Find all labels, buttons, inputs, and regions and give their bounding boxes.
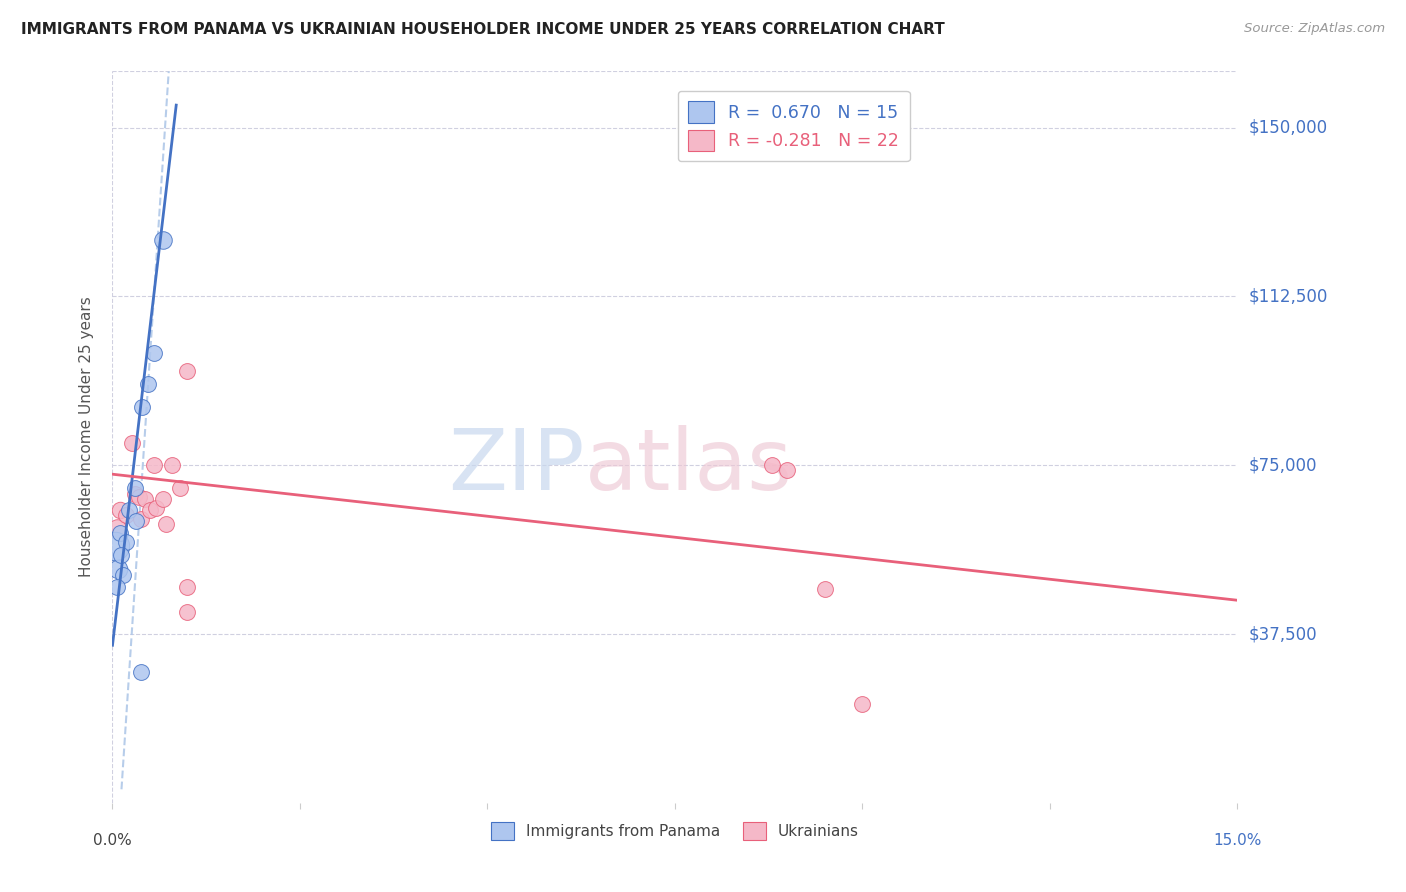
Point	[124, 487, 146, 501]
Point	[176, 605, 198, 619]
Legend: Immigrants from Panama, Ukrainians: Immigrants from Panama, Ukrainians	[485, 815, 865, 847]
Point	[128, 490, 150, 504]
Point	[131, 400, 153, 414]
Point	[108, 525, 131, 540]
Point	[162, 458, 184, 473]
Point	[111, 568, 134, 582]
Point	[152, 233, 174, 247]
Point	[138, 377, 160, 392]
Point	[105, 521, 128, 535]
Point	[155, 516, 177, 531]
Point	[125, 515, 148, 529]
Point	[761, 458, 783, 473]
Point	[115, 534, 138, 549]
Point	[139, 503, 162, 517]
Point	[142, 458, 165, 473]
Y-axis label: Householder Income Under 25 years: Householder Income Under 25 years	[79, 297, 94, 577]
Point	[105, 580, 128, 594]
Text: $37,500: $37,500	[1249, 625, 1317, 643]
Point	[107, 562, 129, 576]
Text: 0.0%: 0.0%	[93, 833, 132, 848]
Point	[145, 500, 167, 515]
Point	[176, 580, 198, 594]
Point	[110, 548, 132, 562]
Text: 15.0%: 15.0%	[1213, 833, 1261, 848]
Point	[134, 491, 156, 506]
Text: IMMIGRANTS FROM PANAMA VS UKRAINIAN HOUSEHOLDER INCOME UNDER 25 YEARS CORRELATIO: IMMIGRANTS FROM PANAMA VS UKRAINIAN HOUS…	[21, 22, 945, 37]
Point	[142, 345, 165, 359]
Point	[108, 503, 131, 517]
Point	[104, 539, 127, 553]
Point	[118, 503, 141, 517]
Point	[814, 582, 837, 596]
Point	[124, 481, 146, 495]
Point	[115, 508, 138, 522]
Text: $112,500: $112,500	[1249, 287, 1327, 305]
Text: ZIP: ZIP	[449, 425, 585, 508]
Point	[176, 364, 198, 378]
Text: Source: ZipAtlas.com: Source: ZipAtlas.com	[1244, 22, 1385, 36]
Point	[776, 463, 799, 477]
Text: $75,000: $75,000	[1249, 456, 1317, 475]
Point	[129, 665, 152, 680]
Point	[152, 491, 174, 506]
Text: $150,000: $150,000	[1249, 119, 1327, 136]
Point	[169, 481, 191, 495]
Point	[851, 697, 873, 711]
Text: atlas: atlas	[585, 425, 793, 508]
Point	[129, 512, 152, 526]
Point	[121, 435, 143, 450]
